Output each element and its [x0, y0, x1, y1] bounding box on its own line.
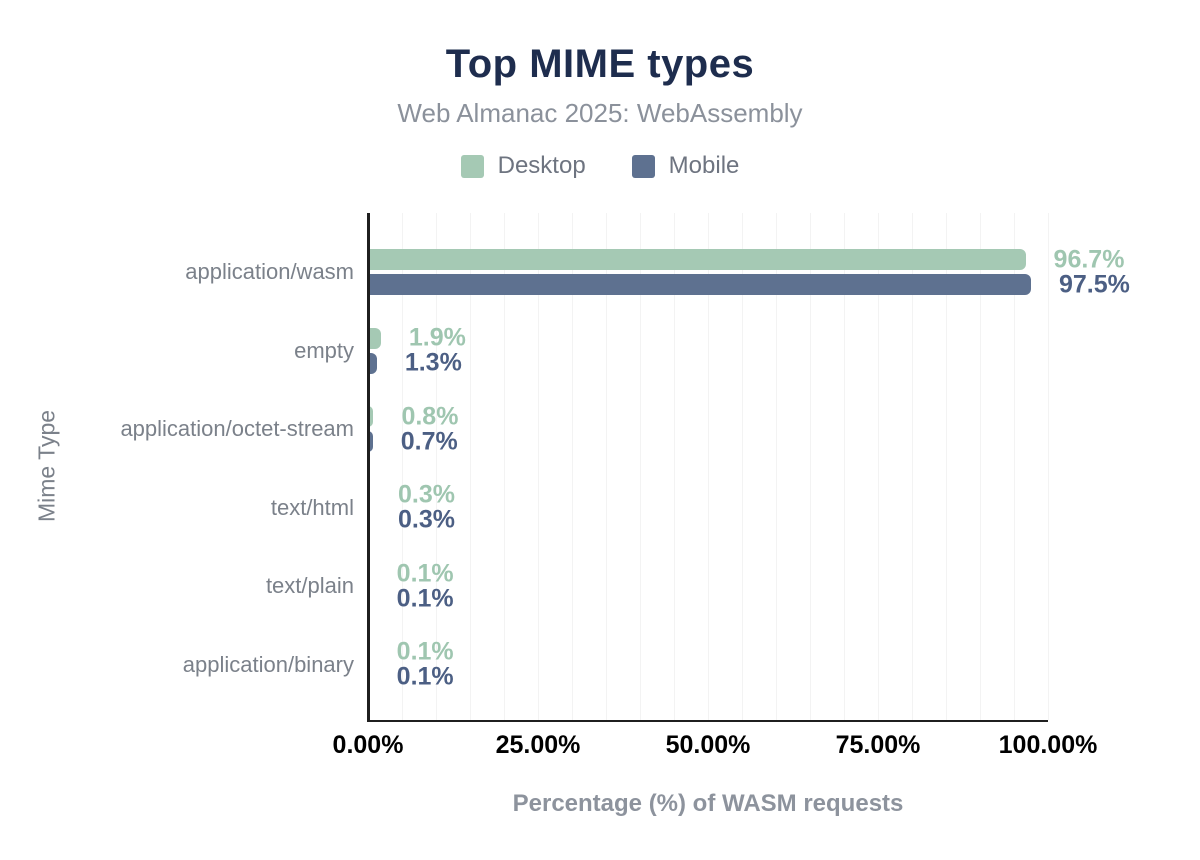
- x-tick: 0.00%: [332, 731, 404, 759]
- legend-swatch-desktop: [460, 154, 484, 178]
- bar-row: application/wasm 96.7% 97.5%: [185, 233, 1130, 312]
- gridline: [776, 213, 777, 720]
- y-axis-line: [367, 213, 370, 720]
- value-label-mobile: 97.5%: [1059, 270, 1130, 299]
- value-label-mobile: 0.3%: [398, 505, 456, 534]
- gridline: [742, 213, 743, 720]
- bar-line-desktop: 0.1%: [368, 559, 1048, 587]
- bar-line-desktop: 0.1%: [368, 638, 1048, 666]
- gridline: [504, 213, 505, 720]
- value-label-desktop: 96.7%: [1053, 245, 1125, 274]
- x-tick: 100.00%: [998, 731, 1098, 759]
- bar-row: empty 1.9% 1.3%: [294, 312, 1048, 391]
- bar-line-mobile: 0.1%: [368, 584, 1048, 612]
- category-label: text/html: [270, 494, 354, 520]
- category-label: empty: [294, 337, 354, 363]
- x-axis-ticks: 0.00% 25.00% 50.00% 75.00% 100.00%: [333, 731, 1098, 763]
- category-label: application/octet-stream: [120, 416, 354, 442]
- gridline: [470, 213, 471, 720]
- value-label-desktop: 1.9%: [408, 323, 466, 352]
- gridline: [606, 213, 607, 720]
- gridline: [1048, 213, 1049, 720]
- gridline: [844, 213, 845, 720]
- legend: Desktop Mobile: [0, 152, 1200, 180]
- bar-line-desktop: 1.9%: [368, 324, 1048, 352]
- x-axis-title: Percentage (%) of WASM requests: [512, 790, 904, 817]
- category-label: application/binary: [182, 651, 354, 677]
- bar-mobile[interactable]: [368, 274, 1031, 296]
- y-axis-title: Mime Type: [33, 409, 60, 523]
- gridline: [708, 213, 709, 720]
- gridline: [538, 213, 539, 720]
- gridline: [1014, 213, 1015, 720]
- value-label-mobile: 0.7%: [400, 427, 458, 456]
- bar-line-mobile: 97.5%: [368, 270, 1130, 298]
- gridline: [674, 213, 675, 720]
- x-tick: 25.00%: [495, 731, 581, 759]
- category-label: application/wasm: [185, 259, 354, 285]
- value-label-desktop: 0.1%: [396, 637, 454, 666]
- bar-row: text/html 0.3% 0.3%: [271, 469, 1048, 548]
- category-label: text/plain: [265, 573, 354, 599]
- legend-swatch-mobile: [631, 154, 655, 178]
- bar-desktop[interactable]: [368, 327, 381, 349]
- chart-subtitle: Web Almanac 2025: WebAssembly: [397, 98, 803, 128]
- bar-line-desktop: 0.8%: [368, 402, 1048, 430]
- value-label-desktop: 0.8%: [401, 402, 459, 431]
- bar-mobile[interactable]: [368, 352, 377, 374]
- x-tick: 50.00%: [665, 731, 751, 759]
- bar-line-mobile: 0.3%: [368, 506, 1048, 534]
- bar-row: application/binary 0.1% 0.1%: [183, 626, 1048, 705]
- legend-label: Mobile: [668, 152, 740, 179]
- value-label-mobile: 0.1%: [396, 662, 454, 691]
- plot-area: application/wasm 96.7% 97.5% empty 1.9% 1.3% a…: [120, 213, 1130, 722]
- bar-row: application/octet-stream 0.8% 0.7%: [120, 390, 1048, 469]
- gridline: [436, 213, 437, 720]
- gridline: [946, 213, 947, 720]
- x-tick: 75.00%: [835, 731, 921, 759]
- gridline: [878, 213, 879, 720]
- bar-line-desktop: 0.3%: [368, 481, 1048, 509]
- chart-title: Top MIME types: [445, 42, 755, 86]
- gridline: [810, 213, 811, 720]
- gridline: [980, 213, 981, 720]
- bar-line-mobile: 0.7%: [368, 427, 1048, 455]
- value-label-mobile: 1.3%: [404, 348, 462, 377]
- value-label-mobile: 0.1%: [396, 584, 454, 613]
- bar-desktop[interactable]: [368, 249, 1026, 271]
- x-axis-line: [367, 719, 1048, 722]
- bar-mobile[interactable]: [368, 431, 373, 453]
- gridline: [572, 213, 573, 720]
- value-label-desktop: 0.1%: [396, 559, 454, 588]
- legend-label: Desktop: [497, 152, 586, 179]
- gridline: [402, 213, 403, 720]
- gridline: [640, 213, 641, 720]
- bar-line-mobile: 1.3%: [368, 349, 1048, 377]
- legend-item-mobile[interactable]: Mobile: [631, 152, 740, 180]
- bar-desktop[interactable]: [368, 406, 374, 428]
- bar-line-mobile: 0.1%: [368, 663, 1048, 691]
- bar-line-desktop: 96.7%: [368, 245, 1124, 273]
- bar-row: text/plain 0.1% 0.1%: [266, 547, 1048, 626]
- bar-rows: application/wasm 96.7% 97.5% empty 1.9% 1.3% a…: [120, 213, 1130, 720]
- legend-item-desktop[interactable]: Desktop: [460, 152, 586, 180]
- value-label-desktop: 0.3%: [398, 480, 456, 509]
- gridline: [912, 213, 913, 720]
